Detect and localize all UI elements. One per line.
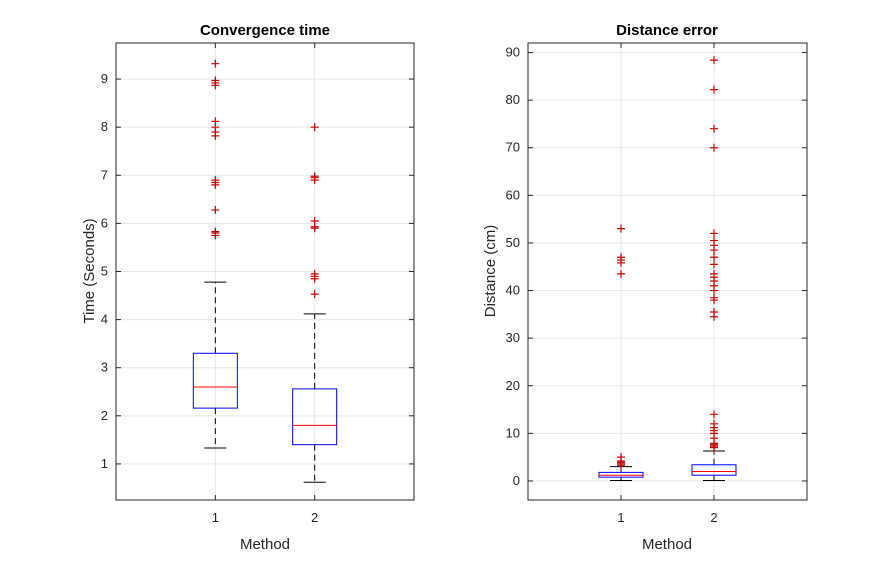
- outlier-marker: [710, 124, 718, 133]
- outlier-marker: [310, 290, 319, 299]
- outlier-marker: [617, 253, 625, 262]
- outlier-marker: [211, 117, 220, 126]
- distance-error-y-ticks: 0 10 20 30 40 50 60 70 80 90: [506, 45, 807, 488]
- outlier-marker: [310, 172, 319, 181]
- outlier-marker: [710, 56, 718, 65]
- distance-error-y-axis-label: Distance (cm): [482, 225, 499, 318]
- outlier-marker: [617, 453, 625, 462]
- outlier-marker: [710, 419, 718, 428]
- outlier-marker: [710, 253, 718, 262]
- outlier-marker: [710, 269, 718, 278]
- outlier-marker: [211, 76, 220, 85]
- convergence-time-x-tick-label: 2: [311, 510, 318, 525]
- outlier-marker: [710, 293, 718, 302]
- convergence-time-x-axis-label: Method: [240, 536, 290, 553]
- outlier-marker: [710, 143, 718, 152]
- outlier-marker: [310, 269, 319, 278]
- interquartile-box: [292, 388, 338, 446]
- convergence-time-box-method-2: [292, 123, 338, 483]
- distance-error-y-tick-label: 20: [506, 378, 520, 393]
- convergence-time-x-tick-label: 1: [212, 510, 219, 525]
- convergence-time-y-tick-label: 3: [101, 360, 108, 375]
- outlier-marker: [710, 307, 718, 316]
- distance-error-x-tick-label: 2: [710, 510, 717, 525]
- convergence-time-y-tick-label: 9: [101, 71, 108, 86]
- outlier-marker: [710, 410, 718, 419]
- convergence-time-y-ticks: 1 2 3 4 5 6 7 8 9: [101, 71, 414, 471]
- distance-error-box-method-1: [598, 224, 644, 481]
- distance-error-title: Distance error: [616, 22, 718, 39]
- distance-error-y-tick-label: 60: [506, 187, 520, 202]
- outlier-marker: [211, 205, 220, 214]
- distance-error-axes-box: [527, 42, 808, 501]
- distance-error-y-tick-label: 50: [506, 235, 520, 250]
- distance-error-y-tick-label: 30: [506, 330, 520, 345]
- convergence-time-y-tick-label: 7: [101, 167, 108, 182]
- outlier-marker: [211, 176, 220, 185]
- interquartile-box: [691, 464, 737, 476]
- convergence-time-y-tick-label: 5: [101, 264, 108, 279]
- convergence-time-title: Convergence time: [200, 22, 330, 39]
- outlier-marker: [310, 216, 319, 225]
- distance-error-boxes: [598, 56, 737, 481]
- outlier-marker: [617, 224, 625, 233]
- interquartile-box: [192, 352, 238, 409]
- distance-error-y-tick-label: 80: [506, 92, 520, 107]
- convergence-time-y-tick-label: 6: [101, 215, 108, 230]
- outlier-marker: [710, 260, 718, 269]
- convergence-time-box-method-1: [192, 59, 238, 449]
- convergence-time-y-tick-label: 4: [101, 312, 108, 327]
- convergence-time-y-tick-label: 2: [101, 408, 108, 423]
- convergence-time-y-tick-label: 1: [101, 456, 108, 471]
- distance-error-y-tick-label: 40: [506, 283, 520, 298]
- distance-error-y-tick-label: 0: [513, 473, 520, 488]
- outlier-marker: [617, 269, 625, 278]
- outlier-marker: [211, 59, 220, 68]
- distance-error-x-axis-label: Method: [642, 536, 692, 553]
- outlier-marker: [710, 85, 718, 94]
- distance-error-y-tick-label: 10: [506, 425, 520, 440]
- distance-error-y-tick-label: 70: [506, 140, 520, 155]
- outlier-marker: [310, 123, 319, 132]
- convergence-time-boxes: [192, 59, 338, 483]
- convergence-time-y-axis-label: Time (Seconds): [81, 218, 98, 323]
- outlier-marker: [211, 227, 220, 236]
- distance-error-y-tick-label: 90: [506, 45, 520, 60]
- outlier-marker: [710, 229, 718, 238]
- convergence-time-y-tick-label: 8: [101, 119, 108, 134]
- distance-error-x-tick-label: 1: [617, 510, 624, 525]
- convergence-time-axes-box: [115, 42, 415, 501]
- distance-error-axes-area: [528, 43, 807, 500]
- distance-error-box-method-2: [691, 56, 737, 481]
- outlier-marker: [710, 236, 718, 245]
